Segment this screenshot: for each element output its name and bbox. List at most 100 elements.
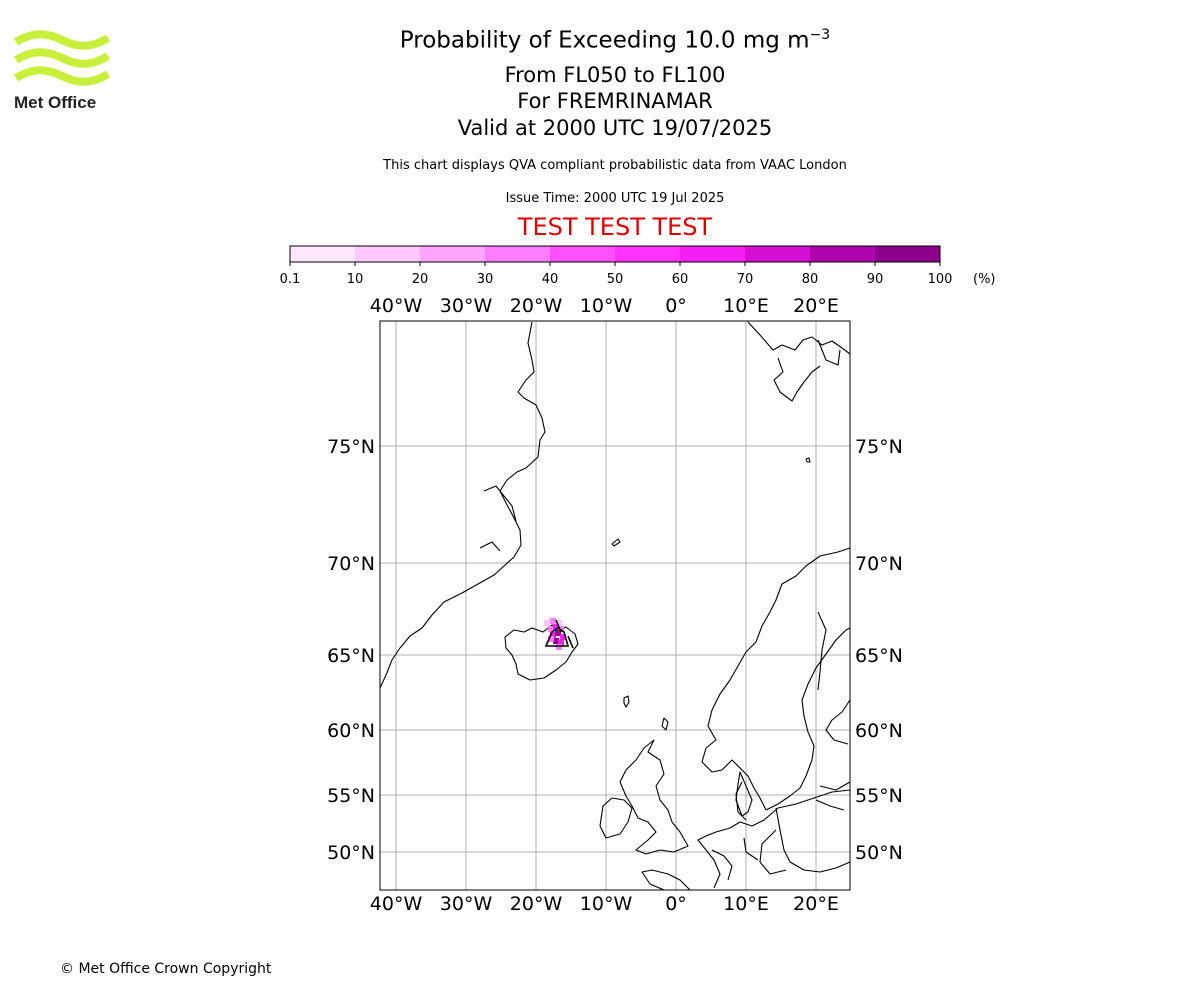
latitude-label: 75°N (327, 436, 375, 458)
latitude-label: 65°N (855, 645, 903, 667)
volcano-name: For FREMRINAMAR (517, 89, 713, 113)
plume-cell (548, 636, 554, 642)
poland-germany-border (759, 807, 851, 875)
plume-cell (560, 634, 566, 640)
greenland-fjord (483, 485, 517, 522)
plume-cell (556, 620, 562, 626)
colorbar-tick-label: 60 (672, 272, 689, 287)
plume-cell (550, 618, 556, 624)
latitude-label: 50°N (327, 842, 375, 864)
plume-cell (550, 632, 556, 638)
longitude-label: 20°E (793, 295, 839, 317)
longitude-label: 10°E (723, 893, 769, 915)
benelux-borders (711, 837, 759, 881)
plume-cell (553, 624, 559, 630)
logo-waves-icon (13, 30, 111, 86)
colorbar-tick-label: 90 (867, 272, 884, 287)
title-main: Probability of Exceeding 10.0 mg m (399, 27, 810, 54)
norway-coast (701, 547, 851, 811)
colorbar-bin (550, 246, 616, 262)
met-office-logo: Met Office (13, 30, 111, 112)
test-banner: TEST TEST TEST (517, 213, 713, 241)
latitude-label: 55°N (855, 785, 903, 807)
longitude-label: 10°E (723, 295, 769, 317)
colorbar-tick-label: 40 (542, 272, 559, 287)
fremrinamar-volcano-marker (544, 619, 574, 649)
colorbar-tick-label: 70 (737, 272, 754, 287)
colorbar-tick-label: 20 (412, 272, 429, 287)
greenland-coast (379, 321, 546, 689)
latitude-labels-left: 75°N 70°N 65°N 60°N 55°N 50°N (327, 436, 375, 864)
latitude-label: 70°N (855, 553, 903, 575)
copyright-notice: © Met Office Crown Copyright (60, 961, 272, 977)
map-frame (379, 320, 851, 891)
colorbar-bin (290, 246, 356, 262)
longitude-label: 20°W (510, 295, 563, 317)
longitude-label: 30°W (440, 295, 493, 317)
colorbar-tick-label: 100 (928, 272, 953, 287)
chart-title: Probability of Exceeding 10.0 mg m−3 (0, 27, 1200, 54)
great-britain-coast (619, 739, 689, 855)
continent-coast (697, 781, 851, 889)
greenland-fjord-2 (479, 541, 501, 552)
colorbar-bin (680, 246, 746, 262)
title-exponent: −3 (809, 27, 831, 43)
faroe-islands (623, 695, 630, 708)
colorbar-bin (485, 246, 551, 262)
plume-cell (555, 630, 561, 636)
denmark-coast (735, 771, 753, 817)
probability-colorbar: 0.1 10 20 30 40 50 60 70 80 90 100 (%) (280, 245, 996, 287)
latitude-label: 60°N (855, 720, 903, 742)
bear-island (805, 457, 811, 463)
latitude-label: 60°N (327, 720, 375, 742)
longitude-label: 30°W (440, 893, 493, 915)
latitude-label: 55°N (327, 785, 375, 807)
plume-cell (558, 626, 564, 632)
colorbar-bin (355, 246, 421, 262)
level-range: From FL050 to FL100 (504, 63, 726, 87)
sweden-coast (765, 627, 851, 811)
colorbar-tick-label: 0.1 (280, 272, 301, 287)
colorbar-bin (745, 246, 811, 262)
longitude-label: 0° (665, 893, 687, 915)
sweden-finland-border (817, 611, 827, 691)
plume-cell (553, 638, 559, 644)
longitude-label: 10°W (580, 893, 633, 915)
france-coast (641, 869, 691, 891)
colorbar-bin (875, 246, 941, 262)
latitude-labels-right: 75°N 70°N 65°N 60°N 55°N 50°N (855, 436, 903, 864)
iceland-coast (504, 624, 579, 681)
latitude-label: 50°N (855, 842, 903, 864)
valid-time: Valid at 2000 UTC 19/07/2025 (457, 116, 773, 140)
plume-cell (558, 640, 564, 646)
latitude-label: 75°N (855, 436, 903, 458)
ash-probability-plume (544, 618, 566, 650)
ireland-coast (599, 797, 633, 839)
longitude-label: 10°W (580, 295, 633, 317)
colorbar-bin (420, 246, 486, 262)
coastlines (379, 321, 851, 891)
longitude-label: 20°E (793, 893, 839, 915)
longitude-labels-bottom: 40°W 30°W 20°W 10°W 0° 10°E 20°E (370, 893, 839, 915)
plume-cell (548, 626, 554, 632)
longitude-label: 40°W (370, 295, 423, 317)
colorbar-tick-label: 50 (607, 272, 624, 287)
latitude-label: 70°N (327, 553, 375, 575)
plume-cell (544, 620, 550, 626)
svalbard-coast (747, 321, 851, 402)
graticule (380, 321, 850, 890)
finland-lake-coast (825, 699, 851, 745)
baltic-states-borders (815, 781, 851, 811)
latitude-label: 65°N (327, 645, 375, 667)
issue-time: Issue Time: 2000 UTC 19 Jul 2025 (505, 191, 725, 206)
colorbar-tick-label: 10 (347, 272, 364, 287)
colorbar-bin (810, 246, 876, 262)
longitude-label: 20°W (510, 893, 563, 915)
chart-description: This chart displays QVA compliant probab… (383, 158, 847, 173)
shetland-islands (661, 717, 669, 731)
jan-mayen-island (611, 538, 621, 547)
colorbar-tick-label: 80 (802, 272, 819, 287)
colorbar-unit: (%) (973, 272, 996, 287)
longitude-label: 0° (665, 295, 687, 317)
